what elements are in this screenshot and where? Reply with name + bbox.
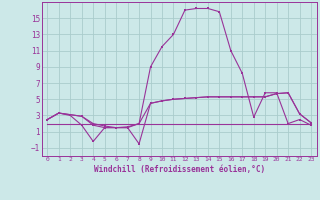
X-axis label: Windchill (Refroidissement éolien,°C): Windchill (Refroidissement éolien,°C) [94, 165, 265, 174]
